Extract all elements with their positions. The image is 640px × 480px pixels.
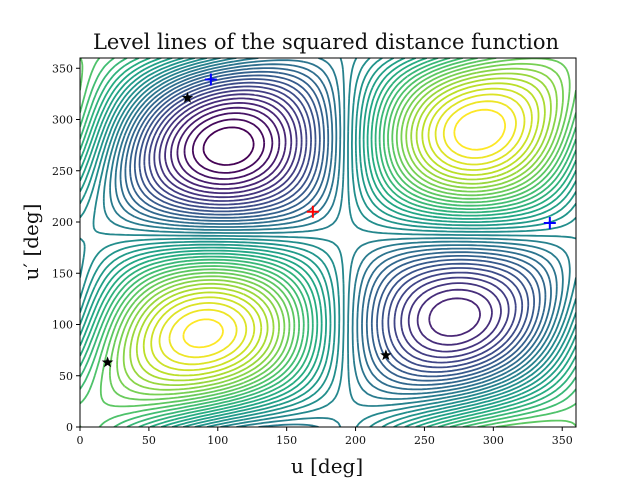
contour-level [153, 89, 510, 359]
contour-level [148, 85, 517, 364]
saddle-star-marker [181, 92, 194, 103]
critical-point-markers [101, 73, 556, 368]
contour-level [202, 126, 255, 166]
x-tick-label: 100 [207, 434, 228, 447]
y-tick-label: 300 [52, 114, 73, 127]
contour-level [122, 67, 558, 391]
contour-level [176, 106, 281, 186]
minimum-plus-marker [543, 217, 556, 230]
contour-level [191, 118, 266, 174]
y-tick-label: 0 [66, 421, 73, 434]
contour-level [129, 70, 541, 382]
x-tick-label: 350 [552, 434, 573, 447]
contour-lines [80, 58, 576, 427]
contour-level [133, 74, 535, 378]
contour-level [158, 93, 502, 353]
contour-level [138, 78, 530, 373]
x-tick-label: 0 [77, 434, 84, 447]
chart-title: Level lines of the squared distance func… [93, 30, 559, 54]
maximum-plus-marker [306, 205, 319, 218]
contour-level [164, 97, 493, 346]
contour-level [142, 82, 540, 377]
y-tick-label: 150 [52, 267, 73, 280]
contour-level [150, 87, 533, 372]
y-tick-label: 200 [52, 216, 73, 229]
contour-level [183, 112, 274, 180]
contour-level [124, 67, 547, 386]
minimum-plus-marker [204, 73, 217, 86]
contour-level [135, 77, 546, 382]
contour-level [143, 81, 524, 369]
contour-level [170, 102, 481, 337]
plot-frame [79, 57, 577, 428]
contour-level [109, 58, 564, 427]
x-tick-label: 200 [345, 434, 366, 447]
saddle-star-marker [101, 356, 114, 368]
contour-level [158, 93, 526, 366]
contour-level [119, 63, 552, 391]
contour-level [168, 100, 517, 359]
y-axis-ticks: 0 50 100 150 200 250 300 350 [52, 62, 80, 434]
y-tick-label: 250 [52, 165, 73, 178]
contour-level [182, 108, 506, 349]
x-tick-label: 250 [414, 434, 435, 447]
x-tick-label: 50 [142, 434, 156, 447]
x-axis-label: u [deg] [291, 454, 363, 478]
contour-level [114, 59, 558, 395]
contour-level [80, 58, 576, 427]
y-tick-label: 100 [52, 319, 73, 332]
y-tick-label: 350 [52, 62, 73, 75]
x-tick-label: 300 [483, 434, 504, 447]
y-tick-label: 50 [59, 370, 73, 383]
contour-level [129, 72, 552, 386]
y-axis-label: u′ [deg] [19, 204, 43, 281]
contour-level [80, 58, 576, 427]
x-axis-ticks: 0 50 100 150 200 250 300 350 [77, 427, 573, 447]
saddle-star-marker [380, 349, 392, 361]
contour-level [109, 58, 571, 401]
contour-level [116, 62, 564, 396]
x-tick-label: 150 [276, 434, 297, 447]
